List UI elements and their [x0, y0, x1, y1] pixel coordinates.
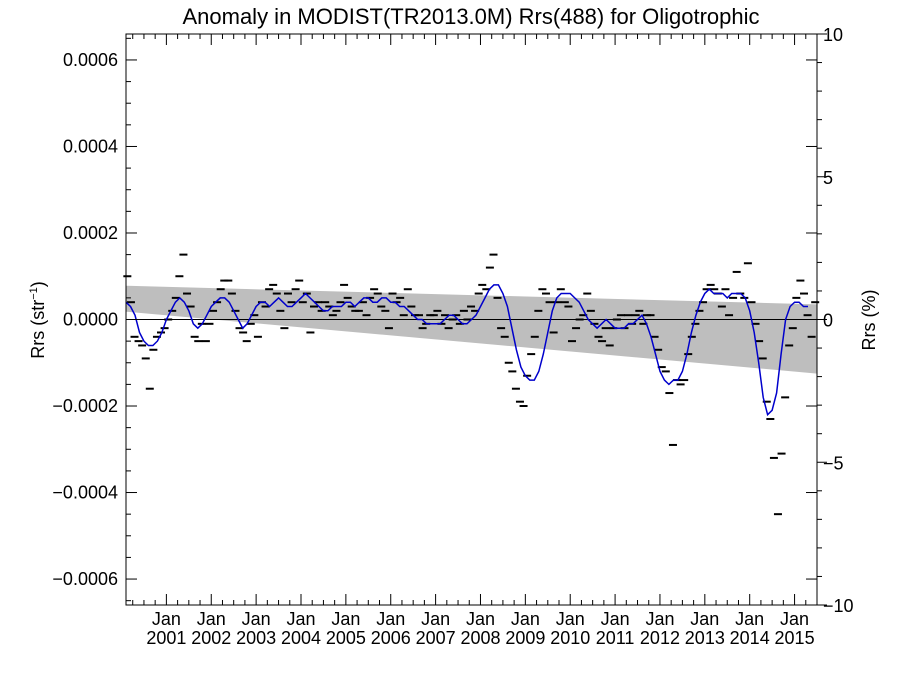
y-left-tick-label: 0.0004	[63, 136, 118, 156]
y-right-tick-label: −5	[823, 453, 844, 473]
ticks-layer: 0.0006 0.0004 0.0002 0.0000 −0.0002 −0.0004 −0…	[52, 25, 853, 648]
y-left-tick-label: 0.0002	[63, 223, 118, 243]
y-axis-left-label-main: Rrs (str	[28, 300, 48, 359]
x-tick-month-label: Jan	[601, 609, 630, 629]
x-tick-month-label: Jan	[466, 609, 495, 629]
x-tick-year-label: 2009	[505, 628, 545, 648]
x-tick-year-label: 2006	[371, 628, 411, 648]
y-axis-left-label: Rrs (str−1)	[28, 281, 48, 359]
y-axis-left-label-close: )	[28, 281, 48, 287]
x-tick-year-label: 2015	[775, 628, 815, 648]
y-right-tick-label: 5	[823, 168, 833, 188]
x-tick-month-label: Jan	[645, 609, 674, 629]
x-tick-year-label: 2011	[596, 628, 635, 648]
y-left-tick-label: 0.0006	[63, 50, 118, 70]
x-tick-month-label: Jan	[197, 609, 226, 629]
y-left-tick-label: −0.0002	[52, 396, 118, 416]
x-tick-month-label: Jan	[780, 609, 809, 629]
x-tick-month-label: Jan	[556, 609, 585, 629]
x-tick-month-label: Jan	[152, 609, 181, 629]
x-tick-month-label: Jan	[421, 609, 450, 629]
smoothed-series-line	[125, 284, 808, 417]
y-left-tick-label: −0.0004	[52, 483, 118, 503]
x-tick-year-label: 2005	[326, 628, 366, 648]
x-tick-month-label: Jan	[735, 609, 764, 629]
x-tick-year-label: 2007	[416, 628, 456, 648]
x-tick-month-label: Jan	[331, 609, 360, 629]
x-tick-year-label: 2008	[460, 628, 500, 648]
y-axis-right-label: Rrs (%)	[859, 290, 879, 351]
chart-title: Anomaly in MODIST(TR2013.0M) Rrs(488) fo…	[182, 4, 759, 29]
y-right-tick-label: −10	[823, 596, 854, 616]
x-tick-month-label: Jan	[286, 609, 315, 629]
x-tick-month-label: Jan	[690, 609, 719, 629]
x-tick-year-label: 2012	[640, 628, 680, 648]
x-tick-month-label: Jan	[376, 609, 405, 629]
y-left-tick-label: −0.0006	[52, 569, 118, 589]
x-tick-year-label: 2001	[146, 628, 186, 648]
x-tick-year-label: 2010	[550, 628, 590, 648]
y-right-tick-label: 0	[823, 311, 833, 331]
y-left-tick-label: 0.0000	[63, 310, 118, 330]
x-tick-year-label: 2003	[236, 628, 276, 648]
x-tick-year-label: 2013	[685, 628, 725, 648]
trend-band-layer	[126, 285, 817, 374]
trend-band	[126, 285, 817, 374]
x-tick-month-label: Jan	[511, 609, 540, 629]
y-right-tick-label: 10	[823, 25, 843, 45]
x-tick-year-label: 2004	[281, 628, 321, 648]
x-tick-year-label: 2014	[730, 628, 770, 648]
smoothed-line-layer	[125, 284, 808, 417]
x-tick-year-label: 2002	[191, 628, 231, 648]
x-tick-month-label: Jan	[242, 609, 271, 629]
y-axis-left-label-superscript: −1	[28, 287, 40, 300]
